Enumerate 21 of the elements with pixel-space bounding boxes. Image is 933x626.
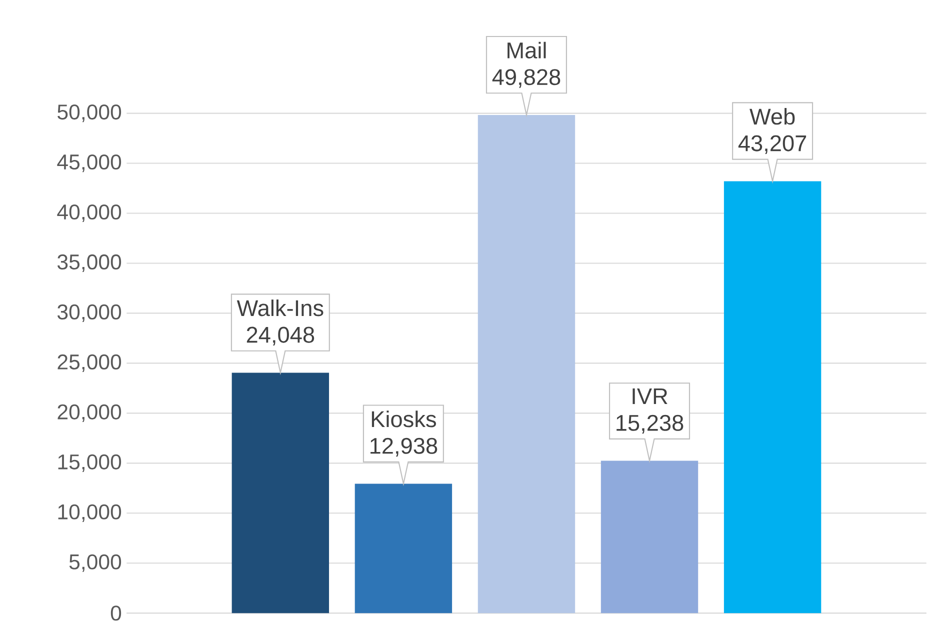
data-label: 15,238 (616, 414, 684, 434)
y-tick-label: 15,000 (58, 454, 122, 472)
x-tick-label: Web (750, 108, 795, 124)
y-tick-label: 20,000 (58, 404, 122, 422)
x-tick-label: Kiosks (372, 410, 436, 428)
data-label: 49,828 (492, 68, 560, 88)
y-tick-label: 10,000 (58, 504, 122, 522)
y-tick-label: 25,000 (58, 354, 122, 372)
y-tick-label: 45,000 (57, 154, 122, 172)
y-tick-label: 5,000 (69, 554, 122, 572)
y-tick-label: 30,000 (58, 304, 122, 322)
data-label: 24,048 (246, 326, 314, 346)
data-label: 43,207 (738, 135, 806, 154)
x-tick-label: Mail (508, 42, 546, 58)
y-tick-label: 50,000 (58, 104, 122, 122)
y-tick-label: 0 (110, 605, 122, 620)
x-tick-label: IVR (632, 388, 668, 404)
y-tick-label: 40,000 (57, 204, 122, 222)
x-tick-label: Walk-Ins (236, 299, 324, 316)
y-tick-label: 35,000 (58, 254, 122, 272)
data-label: 12,938 (370, 438, 438, 456)
